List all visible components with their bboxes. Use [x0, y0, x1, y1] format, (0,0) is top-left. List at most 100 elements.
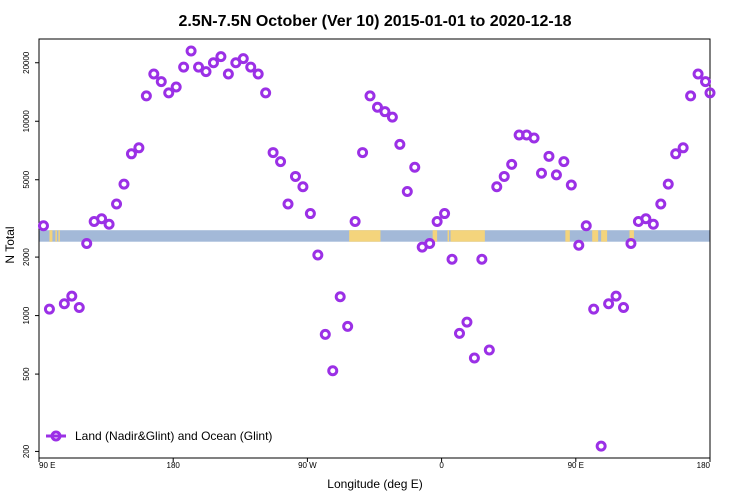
data-point [618, 302, 630, 314]
data-point [193, 61, 205, 73]
surface-band [39, 230, 710, 242]
data-point [439, 208, 451, 220]
data-point [327, 365, 339, 377]
x-axis: 90 E 180 90 W 0 90 E 180 [38, 458, 711, 470]
data-point [491, 181, 503, 193]
data-point [222, 68, 234, 80]
data-point [468, 352, 480, 364]
data-point [319, 328, 331, 340]
data-point [453, 327, 465, 339]
data-point [125, 148, 137, 160]
data-point [237, 53, 249, 65]
plot-frame [38, 38, 711, 459]
y-tick-label: 1000 [22, 306, 31, 324]
data-point [461, 316, 473, 328]
data-point [394, 138, 406, 150]
data-point [670, 148, 682, 160]
data-point [133, 142, 145, 154]
y-axis: 200 500 1000 2000 5000 10000 20000 [22, 51, 39, 458]
data-point [677, 142, 689, 154]
data-point [357, 147, 369, 159]
chart-title: 2.5N-7.5N October (Ver 10) 2015-01-01 to… [178, 13, 571, 30]
data-point [446, 253, 458, 265]
data-point [647, 218, 659, 230]
land-segment [629, 230, 634, 242]
data-point [536, 167, 548, 179]
data-point [640, 213, 652, 225]
land-segment [565, 230, 570, 242]
data-point [58, 298, 70, 310]
data-point [275, 156, 287, 168]
data-point [431, 215, 443, 227]
x-tick-label: 180 [697, 461, 711, 470]
data-points [37, 45, 716, 452]
data-point [409, 161, 421, 173]
y-tick-label: 5000 [22, 170, 31, 188]
data-point [66, 290, 78, 302]
data-point [386, 111, 398, 123]
data-point [580, 220, 592, 232]
data-point [96, 213, 108, 225]
data-point [155, 76, 167, 88]
data-point [185, 45, 197, 57]
data-point [207, 57, 219, 69]
data-point [342, 320, 354, 332]
data-point [401, 186, 413, 198]
x-tick-label: 90 E [568, 461, 584, 470]
data-point [170, 81, 182, 93]
land-segment [447, 230, 450, 242]
y-axis-label: N Total [3, 226, 17, 263]
data-point [178, 61, 190, 73]
data-point [625, 237, 637, 249]
x-tick-label: 180 [167, 461, 181, 470]
data-point [148, 68, 160, 80]
data-point [103, 218, 115, 230]
land-segment [592, 230, 599, 242]
land-segment [450, 230, 485, 242]
data-point [364, 90, 376, 102]
data-point [498, 170, 510, 182]
data-point [215, 51, 227, 63]
data-point [140, 90, 152, 102]
legend-marker [50, 430, 62, 442]
land-segment [58, 230, 60, 242]
data-point [163, 87, 175, 99]
data-point [506, 158, 518, 170]
data-point [111, 198, 123, 210]
land-segment [55, 230, 57, 242]
data-point [81, 237, 93, 249]
data-point [312, 249, 324, 261]
land-segment [49, 230, 53, 242]
y-tick-label: 20000 [22, 51, 31, 74]
x-axis-label: Longitude (deg E) [327, 477, 422, 491]
data-point [424, 237, 436, 249]
data-point [297, 181, 309, 193]
data-point [655, 198, 667, 210]
data-point [483, 344, 495, 356]
data-point [349, 215, 361, 227]
data-point [550, 169, 562, 181]
land-segment [349, 230, 381, 242]
data-point [603, 298, 615, 310]
data-point [304, 208, 316, 220]
legend: Land (Nadir&Glint) and Ocean (Glint) [46, 429, 272, 443]
data-point [610, 290, 622, 302]
x-tick-label: 0 [439, 461, 444, 470]
data-point [543, 150, 555, 162]
data-point [267, 147, 279, 159]
data-point [118, 178, 130, 190]
data-point [334, 291, 346, 303]
y-tick-label: 10000 [22, 110, 31, 133]
data-point [558, 156, 570, 168]
x-tick-label: 90 E [39, 461, 55, 470]
legend-label: Land (Nadir&Glint) and Ocean (Glint) [75, 429, 272, 443]
data-point [73, 302, 85, 314]
y-tick-label: 2000 [22, 248, 31, 266]
data-point [476, 253, 488, 265]
data-point [565, 179, 577, 191]
data-point [371, 101, 383, 113]
y-tick-label: 500 [22, 367, 31, 381]
data-point [245, 61, 257, 73]
data-point [260, 87, 272, 99]
